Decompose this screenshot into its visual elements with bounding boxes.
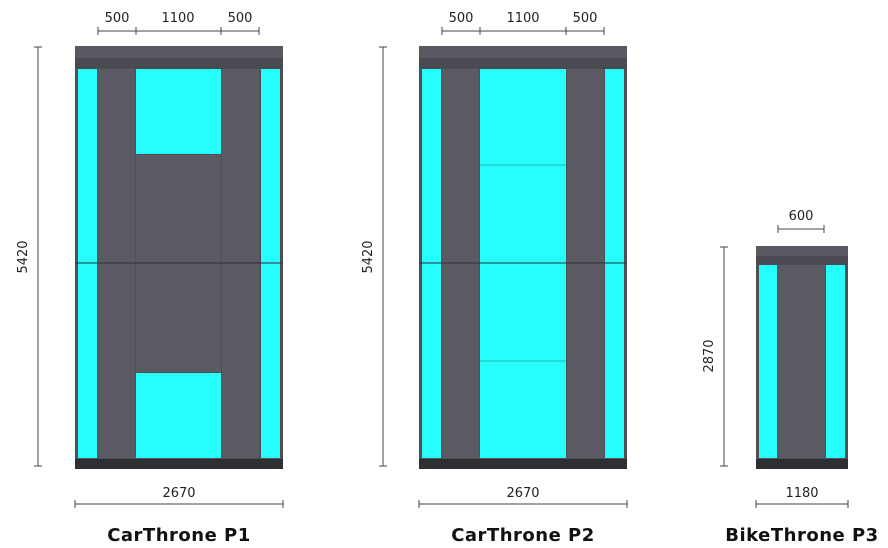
width-dim: 1180 xyxy=(785,486,818,501)
top-dim-left: 500 xyxy=(105,11,130,26)
unit-p3: 600 2870 1180 BikeThrone P3 xyxy=(702,209,878,546)
unit-p2: 500 1100 500 5420 2670 CarThrone P2 xyxy=(361,11,628,546)
model-title: CarThrone P1 xyxy=(107,525,251,546)
model-title: BikeThrone P3 xyxy=(725,525,878,546)
top-frame xyxy=(419,58,627,69)
height-dimension-line xyxy=(720,246,728,467)
top-dimension-line xyxy=(777,225,825,233)
top-frame xyxy=(756,256,848,265)
window-upper xyxy=(136,69,221,154)
width-dimension-line xyxy=(755,500,849,508)
top-frame xyxy=(75,58,283,69)
top-dim-right: 500 xyxy=(228,11,253,26)
side-glass-right xyxy=(826,265,845,458)
base-plinth xyxy=(756,459,848,469)
height-dim: 5420 xyxy=(16,240,31,273)
center-panel xyxy=(778,265,825,458)
height-dimension-line xyxy=(379,46,387,467)
window-lower xyxy=(136,373,221,458)
top-dimension-line xyxy=(441,27,605,35)
roof-beam xyxy=(75,46,283,58)
roof-beam xyxy=(756,246,848,256)
height-dimension-line xyxy=(34,46,42,467)
top-dimension-line xyxy=(97,27,260,35)
base-plinth xyxy=(75,459,283,469)
top-dim-center: 1100 xyxy=(161,11,194,26)
top-dim-center: 600 xyxy=(789,209,814,224)
width-dimension-line xyxy=(74,500,284,508)
model-title: CarThrone P2 xyxy=(451,525,595,546)
roof-beam xyxy=(419,46,627,58)
height-dim: 5420 xyxy=(361,240,376,273)
top-dim-right: 500 xyxy=(573,11,598,26)
top-dim-left: 500 xyxy=(449,11,474,26)
width-dim: 2670 xyxy=(506,486,539,501)
height-dim: 2870 xyxy=(702,339,717,372)
base-plinth xyxy=(419,459,627,469)
top-dim-center: 1100 xyxy=(506,11,539,26)
side-glass-left xyxy=(759,265,777,458)
width-dimension-line xyxy=(418,500,628,508)
width-dim: 2670 xyxy=(162,486,195,501)
unit-p1: 500 1100 500 5420 2670 CarThrone P1 xyxy=(16,11,284,546)
